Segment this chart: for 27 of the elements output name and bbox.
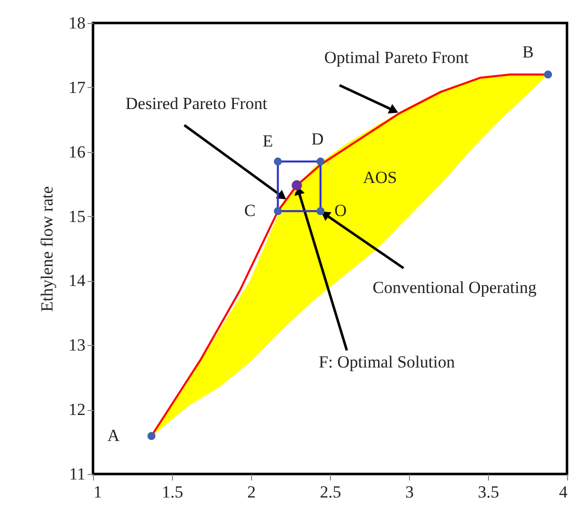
y-tick-label: 16 xyxy=(68,142,86,162)
y-tick-label: 12 xyxy=(68,400,86,420)
x-tick-label: 4 xyxy=(559,482,568,502)
x-tick-label: 3.5 xyxy=(478,482,500,502)
y-tick-label: 17 xyxy=(68,78,86,97)
x-tick-label: 2.5 xyxy=(320,482,342,502)
y-tick-label: 13 xyxy=(68,336,86,355)
annotation: F: Optimal Solution xyxy=(318,352,456,372)
x-tick-label: 1.5 xyxy=(162,482,184,502)
annotation: D xyxy=(311,130,324,149)
y-tick-label: 15 xyxy=(68,206,86,226)
x-tick-label: 3 xyxy=(405,482,414,502)
annotation: Optimal Pareto Front xyxy=(324,48,470,68)
annotation: E xyxy=(262,132,274,151)
annotation: Desired Pareto Front xyxy=(126,94,268,114)
x-tick-label: 2 xyxy=(247,482,256,502)
annotation: C xyxy=(244,201,256,220)
annotation: O xyxy=(334,201,347,220)
annotation: B xyxy=(522,42,534,62)
annotation: Conventional Operating xyxy=(372,278,537,298)
annotation: AOS xyxy=(362,168,398,187)
annotation: A xyxy=(107,426,120,445)
y-axis-title: Ethylene flow rate xyxy=(38,186,56,312)
y-tick-label: 18 xyxy=(68,14,86,32)
x-tick-label: 1 xyxy=(94,482,102,502)
y-tick-label: 11 xyxy=(69,464,86,484)
y-tick-label: 14 xyxy=(68,271,86,290)
